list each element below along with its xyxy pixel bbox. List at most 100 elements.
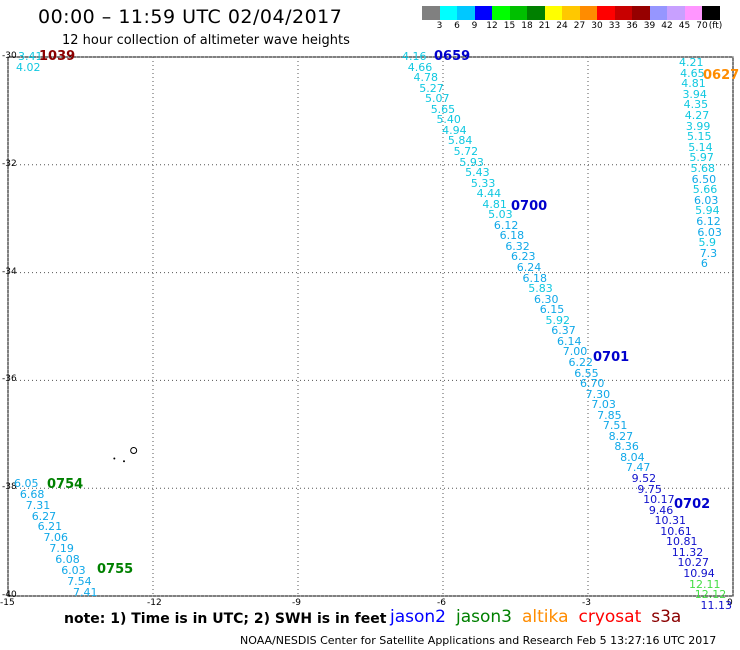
wave-height-value: 4.44 bbox=[476, 187, 502, 201]
wave-height-value: 9.52 bbox=[631, 472, 657, 485]
wave-height-value: 4.65 bbox=[680, 66, 705, 80]
scale-swatch bbox=[684, 6, 702, 20]
scale-label: 45 bbox=[678, 21, 691, 31]
wave-height-value: 6.55 bbox=[574, 366, 599, 380]
wave-height-value: 4.81 bbox=[482, 197, 507, 211]
wave-height-value: 7.47 bbox=[625, 461, 651, 475]
scale-label: 15 bbox=[503, 21, 516, 31]
satellite-legend: jason2 jason3 altika cryosat s3a bbox=[390, 607, 691, 627]
island-outline bbox=[130, 446, 138, 454]
wave-height-value: 11.32 bbox=[671, 545, 704, 559]
wave-height-value: 6.12 bbox=[493, 218, 519, 232]
legend-item-s3a: s3a bbox=[651, 607, 682, 627]
note-text: note: 1) Time is in UTC; 2) SWH is in fe… bbox=[64, 611, 387, 627]
scale-label: 36 bbox=[626, 21, 638, 31]
wave-height-value: 5.27 bbox=[419, 81, 444, 95]
wave-height-value: 3.99 bbox=[685, 119, 711, 133]
footer-credit: NOAA/NESDIS Center for Satellite Applica… bbox=[240, 634, 717, 647]
wave-height-value: 5.65 bbox=[430, 102, 456, 116]
lon-tick-label: 0 bbox=[727, 598, 733, 608]
scale-label: 6 bbox=[454, 21, 460, 31]
wave-height-value: 4.16 bbox=[402, 50, 427, 63]
wave-height-value: 7.54 bbox=[67, 574, 92, 588]
wave-height-value: 4.94 bbox=[442, 123, 467, 137]
wave-height-value: 12.11 bbox=[689, 577, 721, 591]
wave-height-value: 5.97 bbox=[689, 151, 714, 165]
legend-item-cryosat: cryosat bbox=[578, 607, 642, 627]
scale-label: 21 bbox=[538, 21, 551, 31]
scale-swatch bbox=[474, 6, 492, 20]
wave-height-value: 6.14 bbox=[556, 334, 582, 348]
wave-height-value: 9.46 bbox=[648, 503, 674, 517]
scale-label: 18 bbox=[521, 21, 533, 31]
scale-swatch bbox=[597, 6, 615, 20]
scale-unit: (ft) bbox=[708, 21, 723, 31]
pass-time-label: 0659 bbox=[434, 49, 471, 64]
wave-height-value: 10.27 bbox=[677, 556, 710, 570]
lat-tick-label: -40 bbox=[2, 590, 17, 600]
scale-label: 3 bbox=[436, 21, 443, 31]
scale-label: 12 bbox=[486, 21, 498, 31]
wave-height-value: 11.13 bbox=[700, 598, 732, 612]
wave-height-value: 6.21 bbox=[37, 520, 63, 534]
lon-tick-label: -3 bbox=[582, 598, 591, 608]
wave-height-value: 5.83 bbox=[528, 282, 553, 296]
lon-tick-label: -6 bbox=[437, 598, 446, 608]
scale-swatch bbox=[527, 6, 545, 20]
wave-height-value: 6.68 bbox=[19, 487, 45, 501]
wave-height-value: 6.08 bbox=[55, 552, 80, 566]
lat-tick-label: -30 bbox=[2, 51, 17, 61]
wave-height-value: 5.40 bbox=[436, 113, 461, 127]
wave-height-value: 6.05 bbox=[14, 477, 39, 490]
page-title: 00:00 – 11:59 UTC 02/04/2017 bbox=[38, 6, 343, 28]
wave-height-value: 4.35 bbox=[683, 98, 709, 112]
wave-height-value: 5.14 bbox=[688, 140, 713, 154]
wave-height-value: 6.24 bbox=[516, 261, 542, 274]
wave-height-value: 10.31 bbox=[654, 514, 687, 528]
wave-height-value: 6.18 bbox=[522, 271, 548, 285]
wave-height-value: 5.9 bbox=[698, 236, 717, 250]
scale-swatch bbox=[702, 6, 720, 20]
scale-label: 9 bbox=[471, 21, 478, 31]
legend-item-jason3: jason3 bbox=[456, 607, 512, 627]
scale-swatch bbox=[492, 6, 510, 20]
wave-height-value: 10.61 bbox=[660, 524, 692, 538]
wave-height-value: 5.66 bbox=[692, 183, 718, 197]
wave-height-value: 6.15 bbox=[539, 303, 565, 317]
scale-label: 24 bbox=[556, 21, 568, 31]
scale-swatch bbox=[439, 6, 457, 20]
wave-height-value: 5.93 bbox=[459, 155, 484, 169]
lon-tick-label: -9 bbox=[292, 598, 301, 608]
pass-time-label: 0755 bbox=[97, 562, 134, 577]
wave-height-value: 3.41 bbox=[18, 50, 43, 63]
scale-swatch bbox=[544, 6, 562, 20]
pass-time-label: 0702 bbox=[674, 497, 711, 512]
wave-height-value: 6.03 bbox=[693, 193, 719, 207]
wave-height-value: 6 bbox=[700, 257, 708, 271]
wave-height-value: 4.02 bbox=[16, 61, 41, 74]
wave-height-value: 6.18 bbox=[499, 229, 525, 243]
wave-height-value: 9.75 bbox=[637, 482, 662, 496]
pass-time-label: 0701 bbox=[593, 350, 630, 365]
wave-height-value: 8.04 bbox=[620, 450, 645, 464]
scale-swatch bbox=[667, 6, 685, 20]
wave-height-value: 7.00 bbox=[562, 345, 588, 359]
island-dot bbox=[123, 460, 125, 463]
wave-height-value: 6.30 bbox=[534, 292, 559, 306]
wave-height-value: 7.19 bbox=[49, 542, 74, 556]
scale-label: 42 bbox=[661, 21, 673, 31]
scale-swatch bbox=[422, 6, 440, 20]
pass-time-label: 1039 bbox=[39, 49, 76, 64]
legend-item-altika: altika bbox=[522, 607, 569, 627]
lat-tick-label: -38 bbox=[2, 482, 17, 493]
wave-height-value: 5.94 bbox=[695, 204, 720, 218]
wave-height-value: 7.51 bbox=[602, 419, 628, 433]
wave-height-value: 5.43 bbox=[465, 166, 490, 180]
wave-height-value: 5.33 bbox=[470, 176, 496, 190]
wave-height-value: 6.27 bbox=[31, 509, 57, 523]
wave-height-value: 10.17 bbox=[643, 493, 675, 507]
island-dot bbox=[113, 457, 116, 460]
wave-height-value: 5.03 bbox=[488, 208, 513, 222]
